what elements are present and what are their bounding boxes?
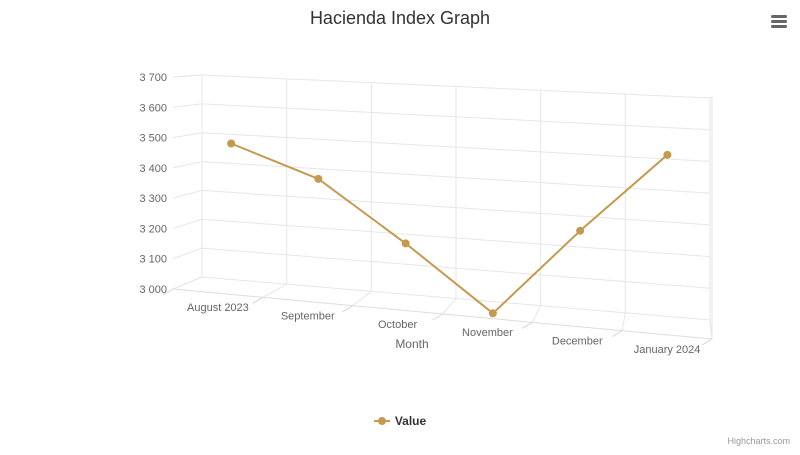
x-tick-label: January 2024 bbox=[634, 344, 701, 356]
x-axis-title: Month bbox=[395, 337, 428, 351]
y-gridline-side bbox=[172, 247, 203, 260]
x-tick-label: October bbox=[378, 319, 417, 331]
legend-item-value[interactable]: Value bbox=[373, 414, 427, 428]
data-point bbox=[227, 139, 236, 148]
credits-link[interactable]: Highcharts.com bbox=[727, 436, 790, 446]
y-gridline-side bbox=[172, 189, 203, 199]
y-tick-label: 3 600 bbox=[139, 102, 167, 114]
floor-gridline bbox=[531, 305, 542, 323]
x-tick-label: August 2023 bbox=[187, 302, 249, 314]
x-tick-mark bbox=[252, 296, 264, 304]
frame-edge bbox=[709, 96, 713, 99]
y-tick-label: 3 500 bbox=[139, 133, 167, 145]
series-line bbox=[230, 142, 669, 315]
data-point bbox=[401, 239, 410, 248]
x-axis-ticks: August 2023 September October November Decem… bbox=[162, 288, 713, 356]
frame-edge bbox=[172, 74, 203, 78]
hamburger-icon-bar bbox=[771, 15, 787, 18]
legend-label: Value bbox=[394, 414, 427, 428]
legend-dot bbox=[377, 417, 386, 425]
x-tick-mark bbox=[701, 338, 713, 346]
legend: Value bbox=[0, 414, 800, 428]
x-tick-label: November bbox=[462, 327, 513, 339]
y-tick-label: 3 300 bbox=[139, 193, 167, 205]
y-gridline-side bbox=[172, 218, 203, 229]
grid-layer bbox=[172, 74, 713, 340]
chart-title: Hacienda Index Graph bbox=[310, 8, 490, 28]
data-point bbox=[663, 150, 672, 159]
x-tick-mark bbox=[432, 313, 443, 321]
data-point bbox=[314, 174, 323, 183]
y-gridline-side bbox=[172, 161, 203, 169]
y-tick-label: 3 100 bbox=[139, 254, 167, 266]
y-gridline-side bbox=[172, 132, 203, 139]
y-tick-label: 3 000 bbox=[139, 284, 167, 296]
frame-edge bbox=[709, 319, 713, 340]
x-tick-mark bbox=[342, 305, 353, 313]
chart-context-menu-button[interactable] bbox=[764, 8, 794, 36]
y-tick-label: 3 400 bbox=[139, 163, 167, 175]
hamburger-icon-bar bbox=[771, 25, 787, 28]
y-tick-label: 3 200 bbox=[139, 223, 167, 235]
y-tick-label: 3 700 bbox=[139, 72, 167, 84]
data-point bbox=[488, 309, 497, 318]
x-tick-mark bbox=[522, 321, 533, 329]
y-gridline-side bbox=[172, 103, 203, 108]
floor-gridline bbox=[172, 276, 203, 290]
series-layer bbox=[227, 139, 672, 318]
legend-symbol-icon bbox=[373, 415, 390, 427]
x-tick-mark bbox=[162, 288, 174, 296]
y-axis-ticks: 3 000 3 100 3 200 3 300 3 400 3 500 3 600 3 700 bbox=[139, 72, 167, 296]
data-point bbox=[576, 226, 585, 235]
hamburger-icon-bar bbox=[771, 20, 787, 23]
x-tick-label: September bbox=[281, 311, 335, 323]
x-tick-label: December bbox=[552, 336, 603, 348]
floor-gridline bbox=[262, 283, 287, 298]
floor-gridline bbox=[621, 312, 626, 331]
floor-gridline bbox=[352, 290, 372, 307]
x-tick-mark bbox=[611, 330, 623, 338]
floor-gridline bbox=[442, 298, 457, 315]
